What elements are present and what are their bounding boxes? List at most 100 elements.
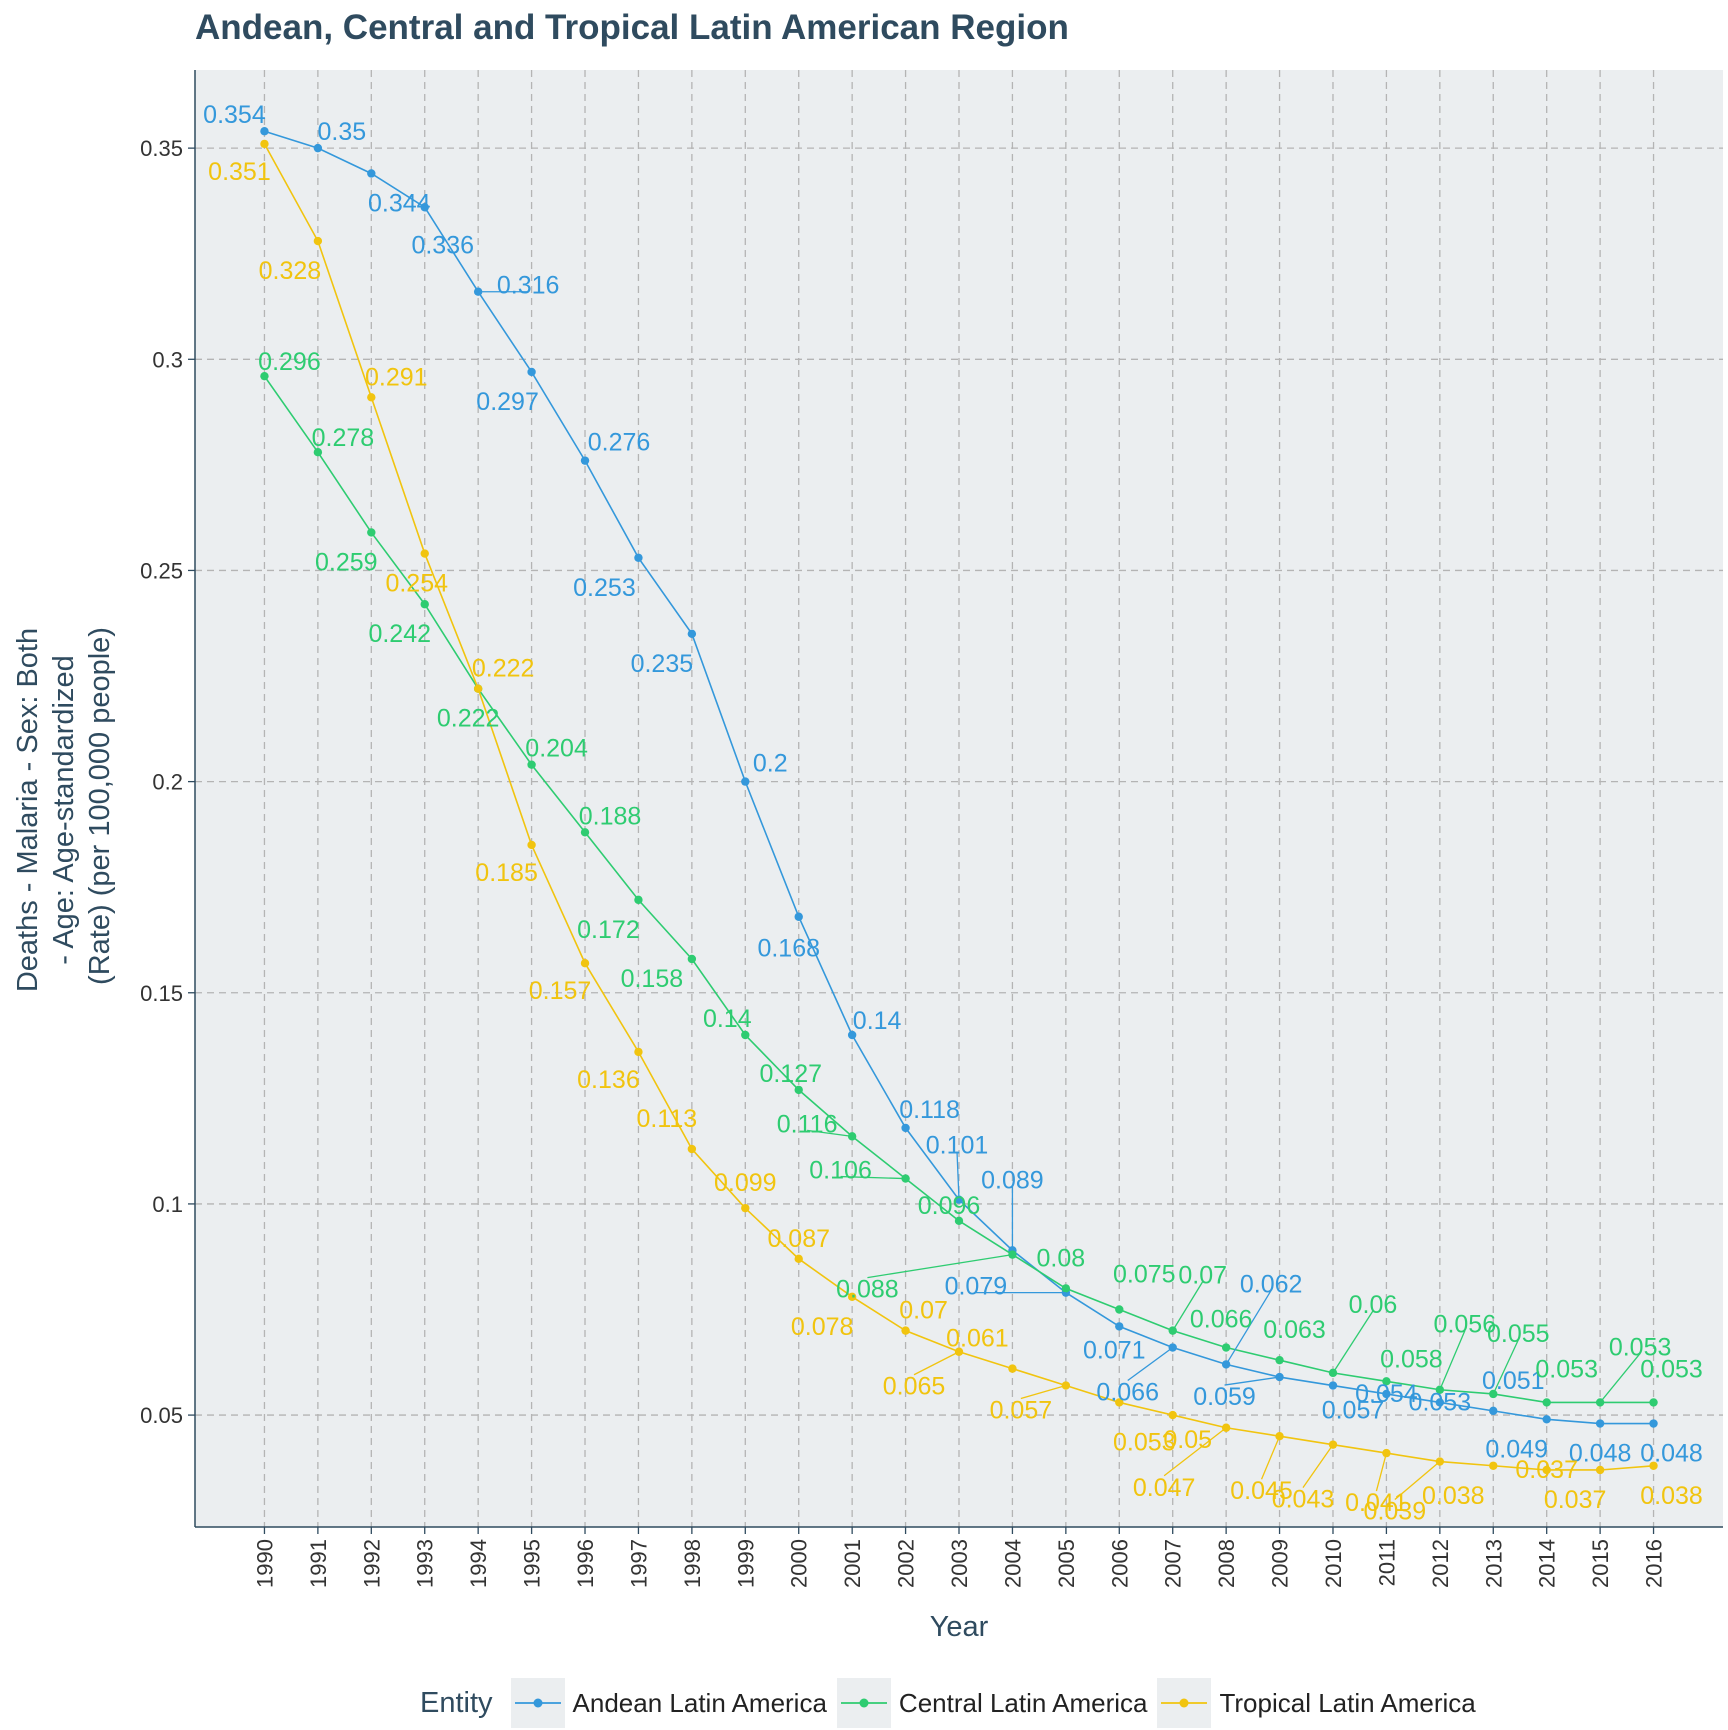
- data-label-central: 0.116: [777, 1110, 838, 1138]
- data-point-central: [580, 828, 590, 837]
- data-label-tropical: 0.038: [1640, 1482, 1703, 1510]
- y-tick-label: 0.3: [152, 347, 183, 372]
- data-label-tropical: 0.078: [791, 1313, 854, 1341]
- data-point-central: [1221, 1343, 1231, 1352]
- data-point-andean: [741, 777, 750, 786]
- x-tick-label: 2002: [894, 1539, 919, 1588]
- legend-point-central: [859, 1698, 869, 1708]
- data-label-central: 0.053: [1535, 1355, 1598, 1383]
- legend-item-andean: Andean Latin America: [510, 1678, 827, 1728]
- data-point-andean: [420, 203, 429, 212]
- data-label-leader-central: [1439, 1330, 1466, 1390]
- data-label-tropical: 0.05: [1163, 1426, 1212, 1454]
- data-label-tropical: 0.053: [1113, 1428, 1176, 1456]
- data-label-leader-central: [840, 1175, 906, 1180]
- data-label-tropical: 0.043: [1272, 1486, 1335, 1514]
- data-label-leader-tropical: [1375, 1452, 1388, 1492]
- legend-label-tropical: Tropical Latin America: [1219, 1687, 1476, 1718]
- data-label-tropical: 0.222: [472, 655, 535, 683]
- data-label-andean: 0.059: [1193, 1383, 1256, 1411]
- data-point-central: [634, 895, 643, 905]
- x-tick-label: 1991: [306, 1539, 331, 1588]
- x-tick-label: 2000: [787, 1539, 812, 1588]
- data-point-andean: [1542, 1415, 1551, 1424]
- data-point-central: [1382, 1377, 1391, 1386]
- data-label-leader-central: [867, 1253, 1013, 1279]
- data-point-central: [1542, 1398, 1551, 1407]
- data-label-tropical: 0.037: [1515, 1456, 1578, 1484]
- data-label-andean: 0.316: [497, 272, 560, 300]
- x-tick-label: 2010: [1321, 1539, 1346, 1588]
- data-label-tropical: 0.087: [767, 1225, 830, 1253]
- data-label-central: 0.075: [1113, 1261, 1176, 1289]
- data-label-andean: 0.297: [476, 388, 539, 416]
- data-label-andean: 0.054: [1355, 1380, 1418, 1408]
- legend-key-tropical: [1157, 1678, 1212, 1728]
- data-label-tropical: 0.328: [259, 257, 322, 285]
- x-tick-label: 2006: [1107, 1539, 1132, 1588]
- data-point-central: [954, 1216, 964, 1226]
- data-label-central: 0.08: [1037, 1244, 1086, 1272]
- data-label-central: 0.053: [1609, 1333, 1672, 1361]
- data-label-andean: 0.048: [1569, 1440, 1632, 1468]
- data-label-central: 0.106: [809, 1157, 872, 1185]
- legend-key-central: [836, 1678, 891, 1728]
- x-tick-label: 2015: [1588, 1539, 1613, 1588]
- data-label-andean: 0.253: [573, 574, 636, 602]
- legend-item-tropical: Tropical Latin America: [1157, 1678, 1476, 1728]
- legend-point-tropical: [1179, 1698, 1189, 1708]
- data-label-tropical: 0.113: [637, 1105, 698, 1133]
- y-tick-label: 0.05: [140, 1403, 183, 1428]
- data-point-tropical: [1168, 1410, 1177, 1420]
- data-label-tropical: 0.038: [1422, 1482, 1485, 1510]
- data-point-andean: [313, 143, 323, 153]
- data-label-central: 0.055: [1487, 1320, 1550, 1348]
- x-tick-label: 2011: [1374, 1539, 1399, 1586]
- data-label-leader-tropical: [1260, 1435, 1281, 1480]
- x-tick-label: 1993: [413, 1539, 438, 1588]
- data-point-andean: [847, 1030, 857, 1040]
- data-point-andean: [1435, 1398, 1445, 1407]
- data-labels: 0.354 0.35 0.344 0.336 0.316 0.297 0.276 0.253 0…: [203, 101, 1703, 1525]
- data-point-andean: [901, 1123, 910, 1133]
- y-axis-ticks: 0.05 0.1 0.15 0.2 0.25 0.3 0.35: [140, 136, 195, 1428]
- data-label-central: 0.259: [315, 548, 378, 576]
- data-point-tropical: [1595, 1465, 1605, 1475]
- data-label-leader-tropical: [913, 1351, 960, 1376]
- data-label-central: 0.127: [759, 1060, 822, 1088]
- data-point-tropical: [1649, 1461, 1658, 1470]
- data-point-andean: [527, 367, 536, 377]
- data-point-tropical: [313, 236, 323, 246]
- data-label-andean: 0.118: [899, 1096, 960, 1124]
- data-label-andean: 0.344: [368, 189, 431, 217]
- data-label-central: 0.242: [368, 620, 431, 648]
- data-label-tropical: 0.037: [1544, 1486, 1607, 1514]
- data-point-central: [847, 1132, 857, 1141]
- y-tick-label: 0.1: [152, 1192, 183, 1217]
- data-point-tropical: [634, 1047, 643, 1057]
- data-point-andean: [1649, 1419, 1658, 1428]
- data-label-andean: 0.079: [945, 1273, 1008, 1301]
- data-point-andean: [1595, 1419, 1605, 1428]
- y-tick-label: 0.2: [152, 770, 183, 795]
- data-point-tropical: [473, 684, 483, 693]
- data-point-tropical: [1489, 1461, 1498, 1470]
- legend-label-central: Central Latin America: [898, 1687, 1148, 1718]
- data-point-tropical: [1542, 1465, 1551, 1475]
- data-label-tropical: 0.099: [714, 1169, 777, 1197]
- x-tick-label: 2009: [1268, 1539, 1293, 1588]
- data-label-tropical: 0.254: [385, 570, 448, 598]
- data-label-leader-central: [1492, 1339, 1519, 1395]
- data-label-andean: 0.35: [318, 118, 367, 146]
- data-point-tropical: [420, 549, 429, 558]
- x-tick-label: 2004: [1000, 1539, 1025, 1588]
- data-label-central: 0.056: [1434, 1311, 1497, 1339]
- data-label-central: 0.088: [836, 1276, 899, 1304]
- x-tick-label: 1992: [359, 1539, 384, 1588]
- data-point-central: [687, 954, 697, 964]
- data-point-tropical: [527, 840, 536, 850]
- data-label-central: 0.06: [1349, 1291, 1398, 1319]
- data-point-tropical: [367, 393, 376, 402]
- data-point-tropical: [901, 1326, 910, 1335]
- x-tick-label: 1999: [733, 1539, 758, 1588]
